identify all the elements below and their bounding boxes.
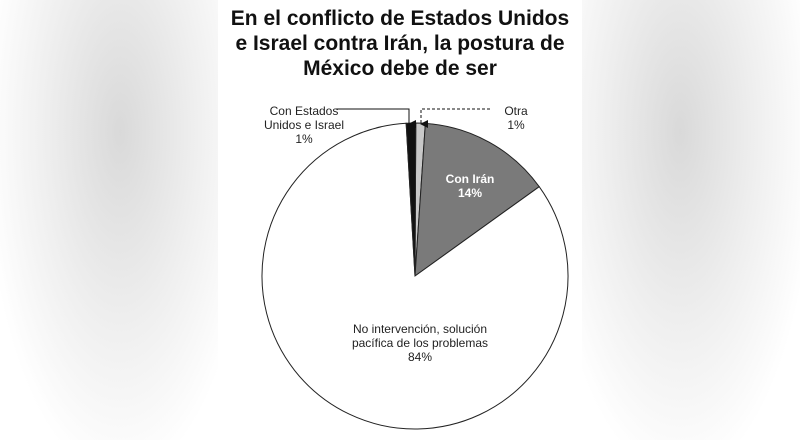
slice-value-iran: 14%	[457, 186, 483, 200]
pie-slice-no-intervencion	[261, 122, 569, 430]
leader-line-estados-unidos	[336, 108, 416, 128]
chart-title-line-3: México debe de ser	[303, 57, 497, 80]
slice-label-iran-line-1: Con Irán	[445, 172, 495, 186]
slice-label-otra: Otra 1%	[486, 104, 546, 132]
pie-chart	[261, 108, 569, 430]
slice-label-no-intervencion-line-2: pacífica de los problemas	[351, 336, 489, 350]
slice-label-no-intervencion-line-1: No intervención, solución	[352, 322, 488, 336]
slice-label-estados-unidos-line-2: Unidos e Israel	[263, 118, 345, 132]
chart-title-line-2: e Israel contra Irán, la postura de	[235, 32, 565, 55]
chart-title: En el conflicto de Estados Unidos e Isra…	[218, 6, 582, 81]
leader-line-otra	[420, 108, 490, 128]
slice-value-otra: 1%	[507, 118, 525, 132]
chart-card: En el conflicto de Estados Unidos e Isra…	[218, 0, 582, 440]
background-blur-right	[560, 0, 800, 440]
slice-label-otra-line-1: Otra	[504, 104, 528, 118]
pie-slice-iran	[414, 122, 540, 278]
slice-label-no-intervencion: No intervención, solución pacífica de lo…	[310, 322, 530, 364]
slice-value-estados-unidos: 1%	[295, 132, 313, 146]
background-blur-left	[0, 0, 240, 440]
slice-label-estados-unidos-line-1: Con Estados	[269, 104, 339, 118]
slice-label-estados-unidos: Con Estados Unidos e Israel 1%	[254, 104, 354, 146]
slice-label-iran: Con Irán 14%	[430, 172, 510, 200]
chart-title-line-1: En el conflicto de Estados Unidos	[230, 7, 570, 30]
slice-value-no-intervencion: 84%	[407, 350, 433, 364]
